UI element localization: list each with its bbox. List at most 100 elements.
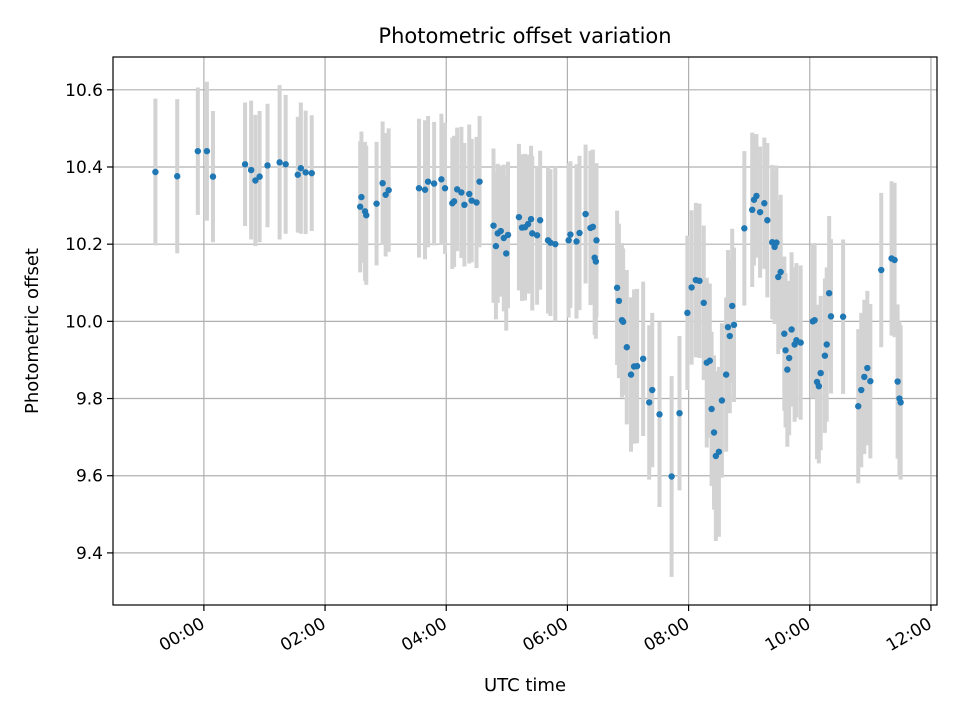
data-point xyxy=(461,201,468,209)
data-point xyxy=(573,238,580,245)
data-point xyxy=(718,397,726,404)
y-tick-label: 9.6 xyxy=(76,467,103,487)
data-point xyxy=(827,313,835,320)
data-point xyxy=(817,369,824,377)
data-point xyxy=(430,180,438,187)
data-point xyxy=(441,185,449,192)
data-point xyxy=(357,203,364,210)
data-points xyxy=(152,147,904,480)
data-point xyxy=(592,258,600,265)
data-point xyxy=(761,200,768,207)
data-point xyxy=(722,371,730,378)
y-axis-ticks: 9.4 9.6 9.8 10.0 10.2 10.4 10.6 xyxy=(65,81,113,564)
data-point xyxy=(589,223,597,231)
data-point xyxy=(466,190,473,198)
data-point xyxy=(858,386,865,394)
y-tick-label: 10.2 xyxy=(65,235,103,255)
data-point xyxy=(730,321,738,329)
data-point xyxy=(749,206,756,214)
data-point xyxy=(855,403,862,410)
data-point xyxy=(773,239,780,246)
data-point xyxy=(552,240,559,248)
data-point xyxy=(784,366,791,373)
data-point xyxy=(203,147,211,155)
data-point xyxy=(473,199,480,206)
data-point xyxy=(613,284,621,291)
data-point xyxy=(821,352,829,359)
data-point xyxy=(684,309,691,317)
data-point xyxy=(708,405,715,413)
data-point xyxy=(696,277,703,285)
y-axis-label: Photometric offset xyxy=(22,248,43,414)
data-point xyxy=(785,354,793,362)
data-point xyxy=(811,316,818,324)
data-point xyxy=(700,299,707,307)
data-point xyxy=(241,161,249,168)
data-point xyxy=(726,332,733,340)
data-point xyxy=(373,200,380,207)
data-point xyxy=(497,227,504,235)
data-point xyxy=(649,386,656,394)
data-point xyxy=(815,382,823,390)
y-tick-label: 9.4 xyxy=(76,544,103,564)
data-point xyxy=(867,377,874,385)
data-point xyxy=(646,399,653,406)
data-point xyxy=(450,198,458,205)
data-point xyxy=(358,193,365,201)
data-point xyxy=(302,169,309,176)
data-point xyxy=(152,168,159,176)
y-tick-label: 10.6 xyxy=(65,81,103,101)
data-point xyxy=(706,357,713,364)
y-tick-label: 10.0 xyxy=(65,312,103,332)
data-point xyxy=(476,178,483,185)
data-point xyxy=(565,237,572,244)
chart-title: Photometric offset variation xyxy=(378,24,671,48)
data-point xyxy=(194,147,202,155)
plot-frame xyxy=(112,56,938,606)
data-point xyxy=(619,318,627,325)
data-point xyxy=(756,208,764,216)
data-point xyxy=(536,217,544,224)
data-point xyxy=(503,250,510,257)
data-point xyxy=(582,210,589,218)
data-point xyxy=(782,347,789,354)
y-tick-label: 9.8 xyxy=(76,390,103,410)
data-point xyxy=(777,268,784,276)
data-point xyxy=(527,215,535,223)
data-point xyxy=(308,169,315,177)
data-point xyxy=(363,212,370,219)
data-point xyxy=(533,232,541,239)
data-point xyxy=(878,266,885,274)
data-point xyxy=(264,162,271,169)
data-point xyxy=(668,473,675,480)
data-point xyxy=(209,173,217,180)
data-point xyxy=(458,189,465,196)
data-point xyxy=(839,313,847,320)
data-point xyxy=(676,410,683,417)
data-point xyxy=(633,362,641,370)
data-point xyxy=(797,339,804,346)
data-point xyxy=(891,256,898,264)
data-point xyxy=(247,166,255,174)
data-point xyxy=(639,355,647,362)
data-point xyxy=(897,399,904,406)
data-point xyxy=(490,222,497,229)
data-point xyxy=(688,284,695,291)
data-point xyxy=(385,186,392,194)
data-point xyxy=(504,231,512,239)
data-point xyxy=(729,302,736,310)
data-point xyxy=(415,185,423,192)
data-point xyxy=(492,242,500,250)
data-point xyxy=(764,217,771,224)
data-point xyxy=(825,289,833,297)
data-point xyxy=(775,273,782,281)
data-point xyxy=(627,371,635,378)
data-point xyxy=(438,176,445,183)
data-point xyxy=(623,344,630,351)
x-axis-label: UTC time xyxy=(484,675,566,696)
y-tick-label: 10.4 xyxy=(65,158,103,178)
data-point xyxy=(753,192,760,200)
data-point xyxy=(282,161,289,168)
data-point xyxy=(424,178,432,185)
